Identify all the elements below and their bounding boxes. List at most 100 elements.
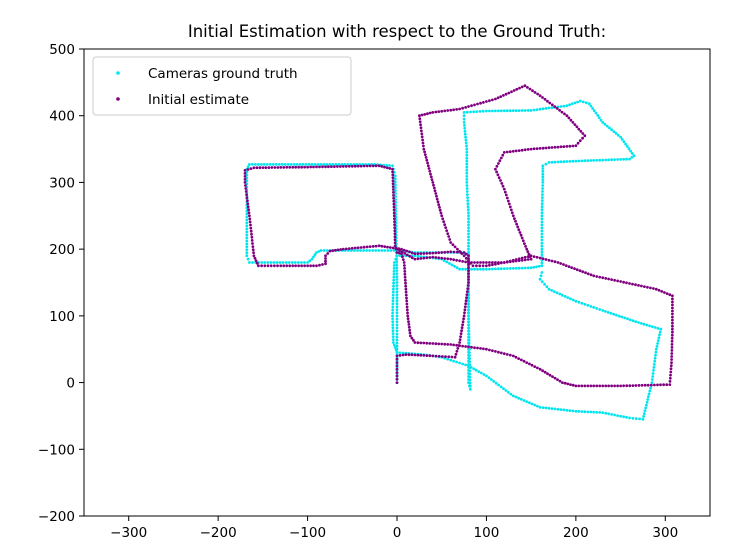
data-point <box>543 370 547 374</box>
data-point <box>425 256 429 260</box>
data-point <box>246 205 250 209</box>
data-point <box>309 264 312 268</box>
data-point <box>393 346 397 349</box>
data-point <box>419 123 422 127</box>
data-point <box>561 293 564 297</box>
data-point <box>601 121 605 124</box>
data-point <box>445 229 449 233</box>
data-point <box>502 387 505 390</box>
data-point <box>460 329 463 333</box>
data-point <box>297 165 300 169</box>
data-point <box>604 277 608 280</box>
data-point <box>404 281 407 285</box>
data-point <box>467 305 470 309</box>
data-point <box>403 275 407 279</box>
data-point <box>388 246 392 249</box>
data-point <box>467 317 470 321</box>
data-point <box>407 325 411 329</box>
y-tick-label: 500 <box>49 42 75 58</box>
data-point <box>504 193 508 197</box>
data-point <box>428 256 432 259</box>
data-point <box>625 281 628 285</box>
data-point <box>391 317 394 321</box>
data-point <box>300 261 303 264</box>
data-point <box>391 179 395 183</box>
data-point <box>443 250 447 254</box>
data-point <box>558 108 561 112</box>
data-point <box>517 109 521 112</box>
data-point <box>589 104 593 108</box>
data-point <box>422 256 426 260</box>
data-point <box>465 181 469 184</box>
data-point <box>465 110 469 114</box>
data-point <box>573 123 577 126</box>
data-point <box>508 353 512 357</box>
data-point <box>284 261 288 264</box>
data-point <box>405 253 409 257</box>
data-point <box>388 167 392 170</box>
data-point <box>416 252 420 256</box>
data-point <box>535 265 538 269</box>
data-point <box>650 381 654 384</box>
data-point <box>395 354 399 358</box>
data-point <box>413 257 417 261</box>
data-point <box>443 223 447 227</box>
data-point <box>665 383 669 387</box>
data-point <box>413 341 417 344</box>
data-point <box>482 373 486 376</box>
data-point <box>468 387 472 391</box>
data-point <box>251 248 255 252</box>
data-point <box>652 363 656 366</box>
data-point <box>336 248 340 252</box>
data-point <box>286 163 290 166</box>
data-point <box>422 252 426 255</box>
data-point <box>514 219 517 223</box>
data-point <box>265 163 269 166</box>
data-point <box>371 164 375 168</box>
data-point <box>440 342 444 346</box>
data-point <box>449 241 453 244</box>
data-point <box>413 254 417 258</box>
data-point <box>426 112 429 116</box>
data-point <box>395 374 399 378</box>
data-point <box>331 249 334 253</box>
data-point <box>559 262 563 265</box>
data-point <box>512 89 516 92</box>
data-point <box>610 158 613 162</box>
data-point <box>610 384 613 388</box>
data-point <box>581 100 585 104</box>
data-point <box>331 163 335 166</box>
data-point <box>341 165 345 168</box>
data-point <box>637 384 641 387</box>
data-point <box>668 376 672 380</box>
data-point <box>446 109 450 112</box>
data-point <box>586 303 590 307</box>
data-point <box>479 267 482 271</box>
data-point <box>433 189 437 193</box>
data-point <box>247 208 251 212</box>
data-point <box>569 118 573 122</box>
data-point <box>418 117 422 121</box>
data-point <box>645 403 648 407</box>
data-point <box>461 323 464 327</box>
data-point <box>503 190 507 194</box>
data-point <box>649 286 652 290</box>
data-point <box>403 270 407 273</box>
data-point <box>646 398 650 401</box>
data-point <box>245 236 249 240</box>
data-point <box>255 261 259 265</box>
data-point <box>475 110 479 113</box>
data-point <box>252 251 256 255</box>
data-point <box>526 250 530 254</box>
data-point <box>447 235 451 238</box>
data-point <box>516 225 520 229</box>
data-point <box>465 178 469 181</box>
x-tick-label: −100 <box>289 525 326 541</box>
data-point <box>583 410 587 414</box>
data-point <box>303 165 306 169</box>
data-point <box>294 264 297 268</box>
data-point <box>623 316 627 320</box>
data-point <box>468 384 472 388</box>
data-point <box>447 355 451 359</box>
data-point <box>297 264 300 268</box>
